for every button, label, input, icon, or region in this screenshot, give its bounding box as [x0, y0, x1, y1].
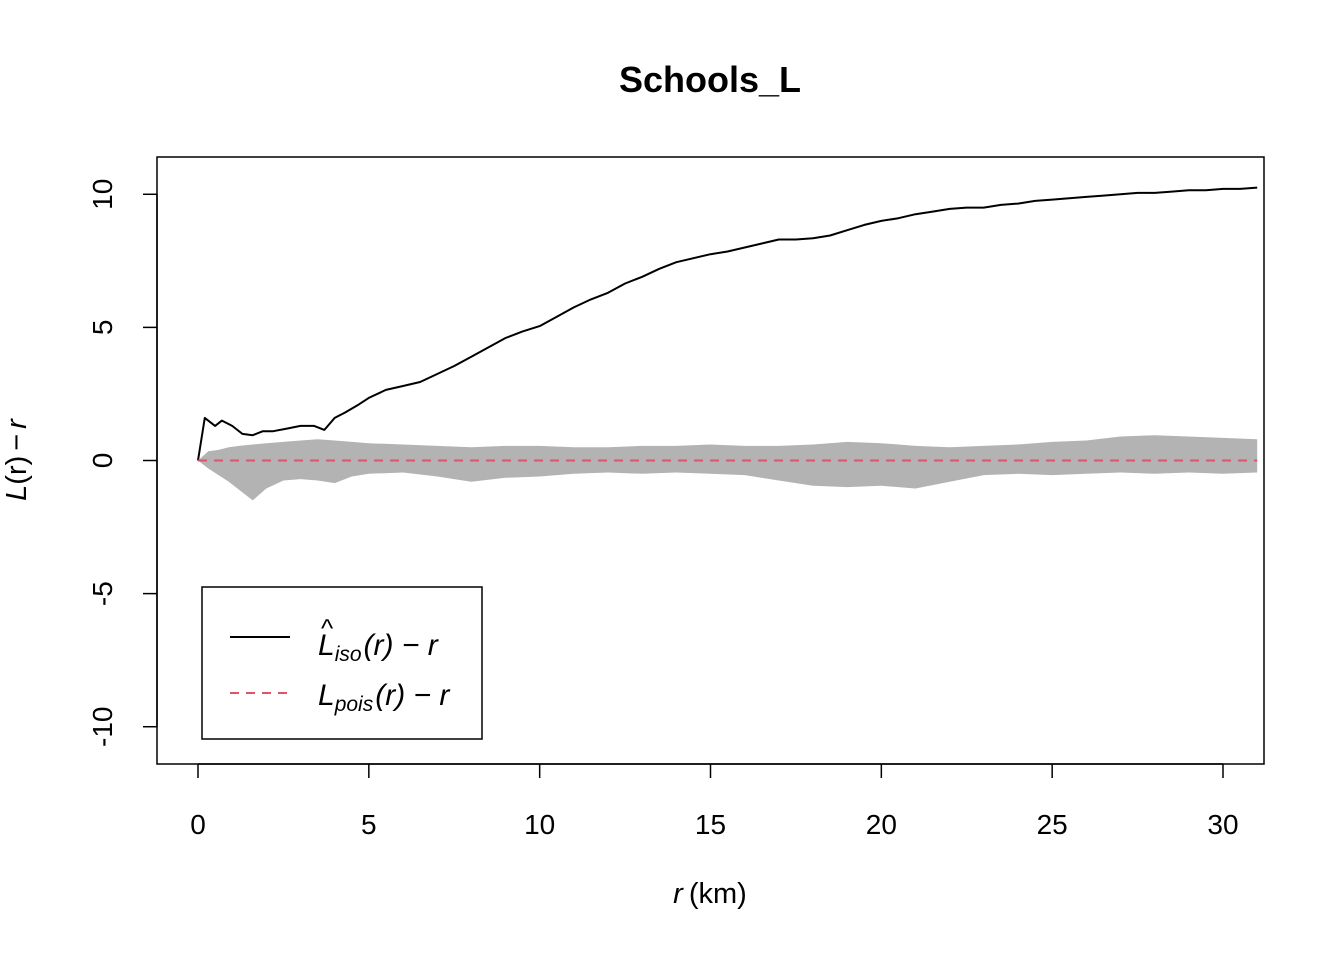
legend-sub-pois: pois [334, 693, 374, 716]
legend: Liso(r) − r ^ Lpois(r) − r [201, 586, 483, 740]
x-tick-label: 20 [866, 809, 897, 840]
envelope-band [198, 435, 1258, 501]
chart-title: Schools_L [619, 59, 801, 100]
y-axis-label-r: r [1, 418, 33, 429]
y-axis-label: L(r) − r [1, 418, 33, 501]
legend-box [201, 586, 483, 740]
y-axis-label-arg: (r) [1, 456, 33, 485]
y-axis-label-main: L [1, 485, 33, 501]
x-axis-label: r (km) [673, 878, 747, 910]
legend-tail-pois: (r) − r [375, 679, 450, 712]
legend-label-pois: Lpois(r) − r [318, 679, 450, 716]
legend-sym-iso: L [318, 629, 335, 662]
x-tick-label: 25 [1037, 809, 1068, 840]
y-tick-label: -10 [87, 706, 118, 746]
x-axis-label-unit: (km) [689, 878, 747, 910]
legend-label-iso: Liso(r) − r [318, 629, 439, 666]
y-tick-label: 5 [87, 320, 118, 336]
legend-tail-iso: (r) − r [364, 629, 439, 662]
y-tick-label: 10 [87, 179, 118, 210]
x-tick-label: 10 [524, 809, 555, 840]
x-tick-label: 0 [190, 809, 206, 840]
legend-sub-iso: iso [335, 643, 362, 666]
legend-sym-pois: L [318, 679, 335, 712]
x-tick-label: 15 [695, 809, 726, 840]
x-tick-label: 5 [361, 809, 377, 840]
y-axis-label-minus: − [1, 434, 33, 451]
x-tick-label: 30 [1207, 809, 1238, 840]
legend-hat-iso: ^ [321, 613, 334, 643]
y-tick-label: 0 [87, 453, 118, 469]
series-line-iso [197, 186, 1258, 461]
y-tick-label: -5 [87, 581, 118, 606]
x-axis-label-var: r [673, 878, 684, 910]
